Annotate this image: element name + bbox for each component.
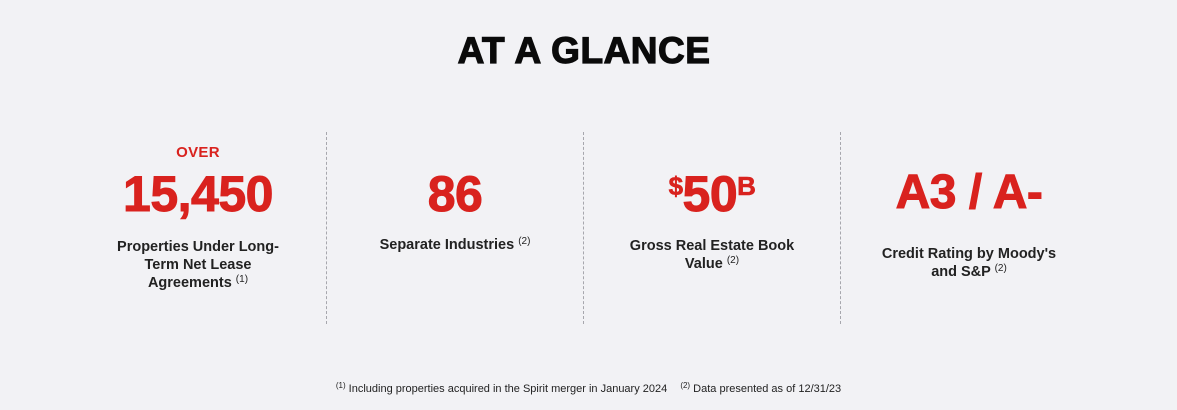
footnote-marker: (1) [235,274,249,285]
unit-suffix: B [737,171,756,201]
stat-value: A3 / A- [895,166,1043,219]
stat-value: 15,450 [123,166,274,222]
footnote-text: Including properties acquired in the Spi… [348,383,668,395]
stat-description-text: Credit Rating by Moody's and S&P [881,246,1057,280]
section-title: AT A GLANCE [457,29,711,71]
stat-description: Credit Rating by Moody's and S&P (2) [877,245,1062,281]
stat-industries: 86 Separate Industries (2) [326,132,583,324]
stat-number: 50 [682,166,738,222]
currency-symbol: $ [668,171,683,201]
footnote-text: Data presented as of 12/31/23 [693,383,842,395]
stat-description-text: Properties Under Long-Term Net Lease Agr… [117,239,279,291]
stat-description-text: Separate Industries [379,237,515,253]
stat-description: Properties Under Long-Term Net Lease Agr… [111,238,286,292]
footnote-1: (1) Including properties acquired in the… [335,381,668,396]
stat-properties: OVER 15,450 Properties Under Long-Term N… [70,132,326,324]
stat-value: 86 [427,166,483,222]
footnotes: (1) Including properties acquired in the… [0,381,1177,396]
stats-row: OVER 15,450 Properties Under Long-Term N… [70,132,1097,324]
stat-description: Gross Real Estate Book Value (2) [625,237,800,273]
stat-credit-rating: A3 / A- Credit Rating by Moody's and S&P… [840,132,1097,324]
stat-description: Separate Industries (2) [355,236,555,254]
footnote-marker: (1) [335,381,346,390]
footnote-marker: (2) [680,381,691,390]
stat-book-value: $50B Gross Real Estate Book Value (2) [583,132,840,324]
footnote-marker: (2) [726,255,740,266]
stat-description-text: Gross Real Estate Book Value [629,238,795,272]
footnote-2: (2) Data presented as of 12/31/23 [680,381,842,396]
footnote-marker: (2) [518,236,531,247]
stat-value: $50B [584,166,840,222]
stat-prefix: OVER [176,144,220,161]
footnote-marker: (2) [994,263,1007,274]
